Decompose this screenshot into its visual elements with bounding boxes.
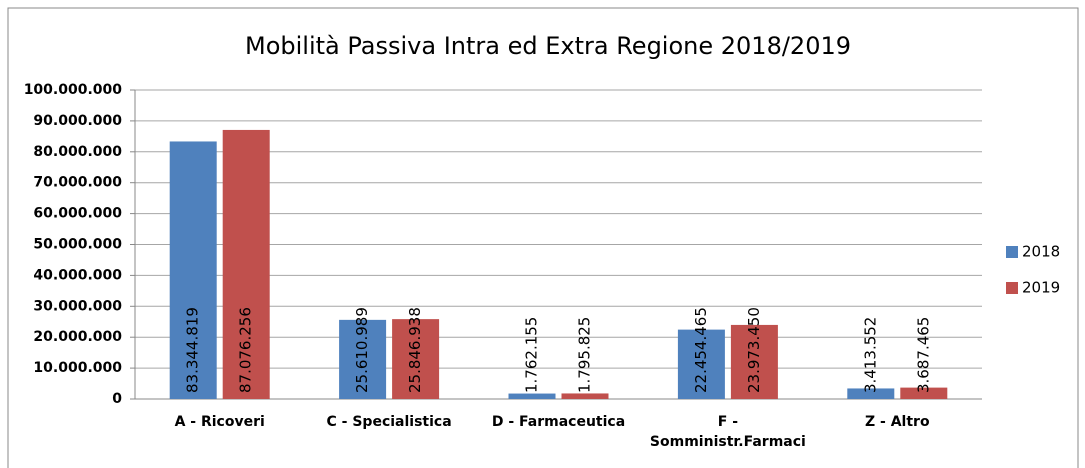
y-tick-label: 10.000.000 bbox=[33, 360, 122, 376]
bar bbox=[561, 393, 609, 399]
bar bbox=[677, 329, 725, 399]
bar bbox=[169, 141, 217, 399]
bar bbox=[339, 319, 387, 399]
y-tick-label: 70.000.000 bbox=[33, 175, 122, 191]
y-tick-label: 90.000.000 bbox=[33, 113, 122, 129]
bar bbox=[730, 324, 778, 399]
legend-swatch bbox=[1006, 246, 1018, 258]
legend-label: 2019 bbox=[1022, 279, 1060, 297]
value-label: 83.344.819 bbox=[184, 307, 202, 393]
value-label: 23.973.450 bbox=[745, 307, 763, 393]
x-tick-label: D - Farmaceutica bbox=[491, 414, 626, 430]
value-label: 1.795.825 bbox=[576, 317, 594, 393]
y-tick-label: 50.000.000 bbox=[33, 237, 122, 253]
value-label: 3.413.552 bbox=[861, 317, 879, 393]
y-tick-label: 40.000.000 bbox=[33, 267, 122, 283]
y-tick-label: 60.000.000 bbox=[33, 206, 122, 222]
x-tick-label: C - Specialistica bbox=[326, 414, 452, 430]
y-tick-label: 30.000.000 bbox=[33, 298, 122, 314]
y-tick-label: 100.000.000 bbox=[24, 82, 123, 98]
y-tick-label: 80.000.000 bbox=[33, 144, 122, 160]
legend-swatch bbox=[1006, 282, 1018, 294]
bar bbox=[222, 129, 270, 399]
value-label: 87.076.256 bbox=[237, 307, 255, 393]
value-label: 1.762.155 bbox=[523, 317, 541, 393]
value-label: 25.846.938 bbox=[406, 307, 424, 393]
bar bbox=[392, 319, 440, 399]
chart-title: Mobilità Passiva Intra ed Extra Regione … bbox=[245, 32, 851, 60]
legend-label: 2018 bbox=[1022, 243, 1060, 261]
x-tick-label: F - Somministr.Farmaci bbox=[649, 414, 806, 450]
value-label: 3.687.465 bbox=[914, 317, 932, 393]
y-tick-label: 20.000.000 bbox=[33, 329, 122, 345]
value-label: 25.610.989 bbox=[353, 307, 371, 393]
value-label: 22.454.465 bbox=[692, 307, 710, 393]
bar bbox=[900, 387, 948, 399]
x-tick-label: A - Ricoveri bbox=[174, 414, 265, 430]
y-tick-label: 0 bbox=[112, 391, 122, 407]
bar bbox=[508, 393, 556, 399]
bar bbox=[847, 388, 895, 399]
x-tick-label: Z - Altro bbox=[865, 414, 930, 430]
